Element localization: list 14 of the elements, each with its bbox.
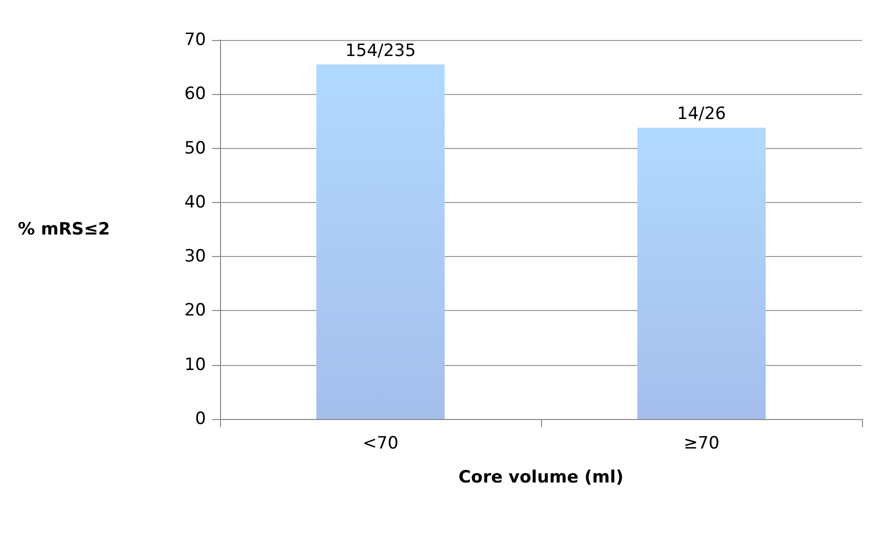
y-axis-title: % mRS≤2 (18, 220, 110, 240)
y-tick-label: 20 (184, 300, 206, 321)
x-tick-label: ≥70 (684, 434, 720, 454)
x-axis-title: Core volume (ml) (458, 468, 624, 488)
y-tick-label: 70 (184, 30, 206, 50)
y-tick-label: 0 (195, 409, 206, 429)
y-tick-label: 50 (184, 138, 206, 158)
data-label: 14/26 (677, 104, 726, 124)
y-tick-label: 40 (184, 192, 206, 212)
data-label: 154/235 (345, 40, 416, 61)
y-tick-label: 60 (184, 84, 206, 104)
y-tick-label: 30 (184, 246, 206, 267)
y-tick-label: 10 (184, 354, 206, 375)
x-tick-label: <70 (362, 434, 398, 454)
